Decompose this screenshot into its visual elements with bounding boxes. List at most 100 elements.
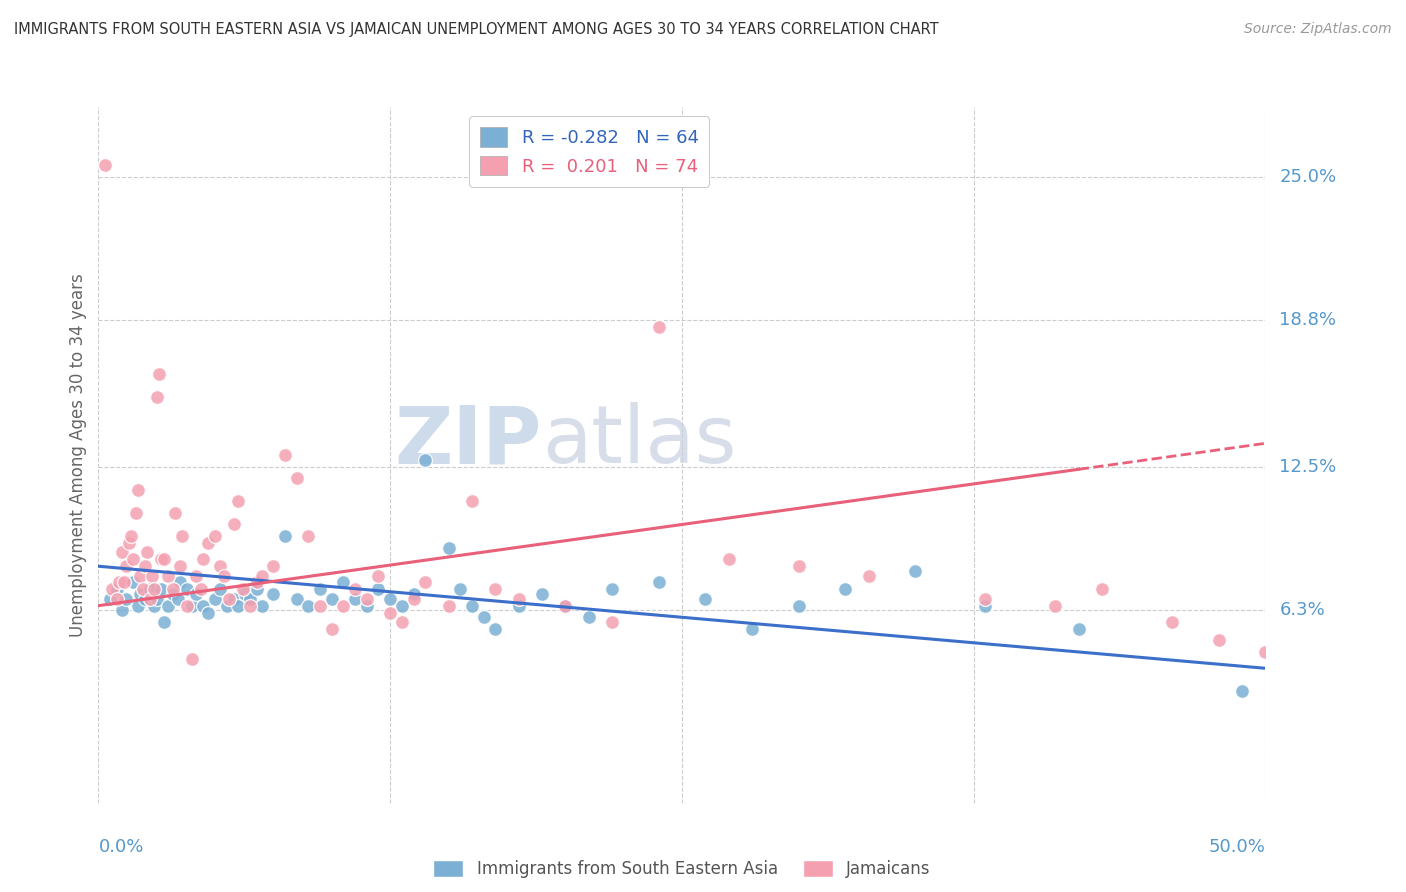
Point xyxy=(274,529,297,543)
Point xyxy=(127,599,149,613)
Point xyxy=(858,568,880,582)
Point xyxy=(94,158,117,172)
Point xyxy=(148,367,170,381)
Point xyxy=(157,568,180,582)
Point xyxy=(461,599,484,613)
Point xyxy=(297,599,319,613)
Point xyxy=(222,517,245,532)
Point xyxy=(787,559,810,574)
Point xyxy=(222,591,245,606)
Point xyxy=(215,599,238,613)
Point xyxy=(204,591,226,606)
Point xyxy=(162,587,184,601)
Point xyxy=(105,582,128,597)
Point xyxy=(129,568,152,582)
Point xyxy=(356,599,378,613)
Point xyxy=(186,568,208,582)
Point xyxy=(228,599,250,613)
Text: IMMIGRANTS FROM SOUTH EASTERN ASIA VS JAMAICAN UNEMPLOYMENT AMONG AGES 30 TO 34 : IMMIGRANTS FROM SOUTH EASTERN ASIA VS JA… xyxy=(14,22,939,37)
Text: Source: ZipAtlas.com: Source: ZipAtlas.com xyxy=(1244,22,1392,37)
Point xyxy=(413,575,436,590)
Point xyxy=(297,529,319,543)
Point xyxy=(111,603,134,617)
Point xyxy=(717,552,740,566)
Point xyxy=(321,622,343,636)
Point xyxy=(484,582,506,597)
Point xyxy=(115,559,138,574)
Point xyxy=(309,582,332,597)
Point xyxy=(146,591,169,606)
Point xyxy=(208,582,231,597)
Point xyxy=(461,494,484,508)
Point xyxy=(391,599,413,613)
Point xyxy=(508,591,530,606)
Point xyxy=(413,452,436,467)
Legend: Immigrants from South Eastern Asia, Jamaicans: Immigrants from South Eastern Asia, Jama… xyxy=(426,854,938,885)
Point xyxy=(1067,622,1090,636)
Point xyxy=(152,615,174,629)
Point xyxy=(111,545,134,559)
Text: 0.0%: 0.0% xyxy=(98,838,143,856)
Point xyxy=(118,536,141,550)
Point xyxy=(180,599,202,613)
Point xyxy=(180,652,202,666)
Point xyxy=(169,575,191,590)
Point xyxy=(122,575,145,590)
Point xyxy=(484,622,506,636)
Point xyxy=(193,552,215,566)
Point xyxy=(235,587,257,601)
Point xyxy=(332,599,354,613)
Point xyxy=(134,591,156,606)
Point xyxy=(98,591,121,606)
Point xyxy=(204,529,226,543)
Point xyxy=(554,599,576,613)
Point xyxy=(166,591,188,606)
Point xyxy=(402,587,425,601)
Point xyxy=(232,582,254,597)
Point xyxy=(787,599,810,613)
Point xyxy=(1091,582,1114,597)
Point xyxy=(274,448,297,462)
Point xyxy=(208,559,231,574)
Point xyxy=(472,610,495,624)
Point xyxy=(239,599,262,613)
Point xyxy=(285,591,308,606)
Point xyxy=(239,591,262,606)
Point xyxy=(122,552,145,566)
Point xyxy=(530,587,553,601)
Point xyxy=(246,582,269,597)
Point xyxy=(169,559,191,574)
Point xyxy=(285,471,308,485)
Point xyxy=(391,615,413,629)
Text: atlas: atlas xyxy=(541,402,737,480)
Point xyxy=(115,591,138,606)
Point xyxy=(741,622,763,636)
Point xyxy=(378,591,402,606)
Point xyxy=(120,529,142,543)
Point xyxy=(139,582,162,597)
Point xyxy=(367,582,389,597)
Point xyxy=(150,552,173,566)
Text: 50.0%: 50.0% xyxy=(1209,838,1265,856)
Point xyxy=(834,582,856,597)
Point xyxy=(904,564,927,578)
Point xyxy=(176,582,198,597)
Y-axis label: Unemployment Among Ages 30 to 34 years: Unemployment Among Ages 30 to 34 years xyxy=(69,273,87,637)
Point xyxy=(152,552,174,566)
Point xyxy=(437,541,460,555)
Point xyxy=(695,591,717,606)
Point xyxy=(378,606,402,620)
Point xyxy=(146,390,169,404)
Point xyxy=(186,587,208,601)
Point xyxy=(367,568,389,582)
Point xyxy=(214,568,236,582)
Text: 6.3%: 6.3% xyxy=(1279,601,1324,619)
Point xyxy=(974,591,997,606)
Point xyxy=(143,599,166,613)
Point xyxy=(105,591,128,606)
Point xyxy=(190,582,212,597)
Point xyxy=(193,599,215,613)
Point xyxy=(197,536,219,550)
Point xyxy=(157,599,180,613)
Point xyxy=(165,506,187,520)
